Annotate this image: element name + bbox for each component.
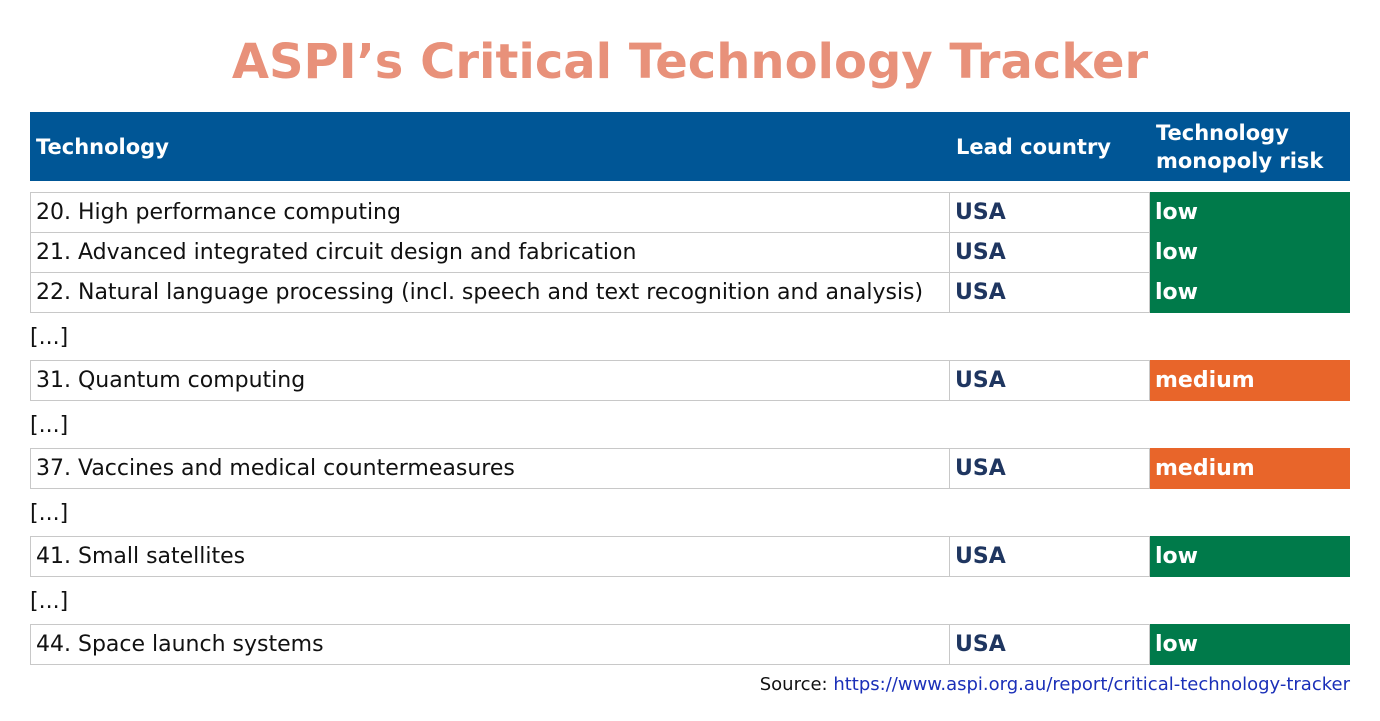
ellipsis-row: [...]: [30, 588, 69, 614]
table-row: 44. Space launch systems USA low: [30, 624, 1350, 665]
table-row: 41. Small satellites USA low: [30, 536, 1350, 577]
cell: 21. Advanced integrated circuit design a…: [30, 232, 950, 273]
table-row: 31. Quantum computing USA medium: [30, 360, 1350, 401]
table-header: Technology Lead country Technology monop…: [30, 112, 1350, 181]
cell: USA: [950, 536, 1150, 577]
cell: low: [1150, 624, 1350, 665]
table-row: 20. High performance computing USA low: [30, 192, 1350, 233]
cell: 20. High performance computing: [30, 192, 950, 233]
ellipsis-row: [...]: [30, 324, 69, 350]
table-row: 21. Advanced integrated circuit design a…: [30, 232, 1350, 273]
table: Technology Lead country Technology monop…: [30, 112, 1350, 665]
cell: low: [1150, 536, 1350, 577]
header-cell: Technology monopoly risk: [1156, 120, 1324, 173]
ellipsis-row: [...]: [30, 500, 69, 526]
table-row: 37. Vaccines and medical countermeasures…: [30, 448, 1350, 489]
cell: USA: [950, 192, 1150, 233]
cell: USA: [950, 624, 1150, 665]
cell: medium: [1150, 448, 1350, 489]
cell: 22. Natural language processing (incl. s…: [30, 272, 950, 313]
source-link[interactable]: https://www.aspi.org.au/report/critical-…: [833, 674, 1350, 695]
cell: USA: [950, 272, 1150, 313]
table-row: 22. Natural language processing (incl. s…: [30, 272, 1350, 313]
cell: low: [1150, 232, 1350, 273]
title: ASPI’s Critical Technology Tracker: [231, 34, 1149, 90]
cell: USA: [950, 232, 1150, 273]
cell: USA: [950, 360, 1150, 401]
cell: 41. Small satellites: [30, 536, 950, 577]
cell: low: [1150, 192, 1350, 233]
cell: 44. Space launch systems: [30, 624, 950, 665]
cell: medium: [1150, 360, 1350, 401]
source: Source: https://www.aspi.org.au/report/c…: [760, 674, 1350, 695]
header-cell: Technology: [36, 134, 169, 159]
source-label: Source:: [759, 674, 828, 695]
header-cell: Lead country: [956, 134, 1111, 159]
ellipsis-row: [...]: [30, 412, 69, 438]
cell: 31. Quantum computing: [30, 360, 950, 401]
cell: USA: [950, 448, 1150, 489]
cell: 37. Vaccines and medical countermeasures: [30, 448, 950, 489]
cell: low: [1150, 272, 1350, 313]
